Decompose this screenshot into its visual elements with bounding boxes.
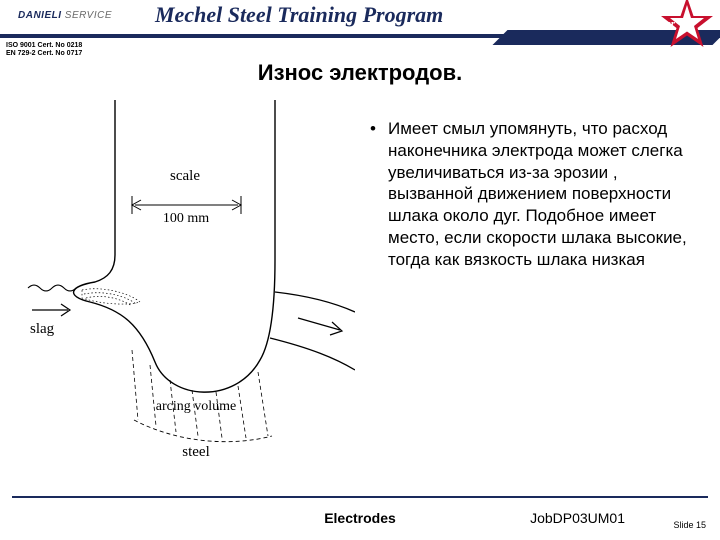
diagram-label-scale: scale xyxy=(170,168,200,184)
diagram-label-slag: slag xyxy=(30,321,55,337)
job-code: JobDP03UM01 xyxy=(530,510,625,526)
diagram-label-dim: 100 mm xyxy=(163,211,209,226)
logo-sub: SERVICE xyxy=(62,10,113,21)
company-logo: DANIELI SERVICE xyxy=(18,10,112,21)
slide-number: Slide 15 xyxy=(673,520,706,530)
slide-label: Slide xyxy=(673,520,696,530)
slide-title: Износ электродов. xyxy=(0,60,720,86)
footer-rule xyxy=(12,496,708,498)
diagram-label-steel: steel xyxy=(182,444,210,460)
cert-line2: EN 729-2 Cert. No 0717 xyxy=(6,50,82,58)
bullet-1: Имеет смыл упомянуть, что расход наконеч… xyxy=(388,118,700,270)
diagram-label-arcing: arcing volume xyxy=(156,399,236,414)
training-center-label: Training Center xyxy=(602,18,675,30)
body-text: Имеет смыл упомянуть, что расход наконеч… xyxy=(370,118,700,270)
logo-main: DANIELI xyxy=(18,10,62,21)
cert-line1: ISO 9001 Cert. No 0218 xyxy=(6,42,82,50)
slide-no: 15 xyxy=(696,520,706,530)
header-bar: DANIELI SERVICE Mechel Steel Training Pr… xyxy=(0,0,720,32)
program-title: Mechel Steel Training Program xyxy=(155,2,443,28)
certifications: ISO 9001 Cert. No 0218 EN 729-2 Cert. No… xyxy=(6,42,82,57)
electrode-diagram: scale 100 mm slag arcing volume st xyxy=(20,100,355,460)
